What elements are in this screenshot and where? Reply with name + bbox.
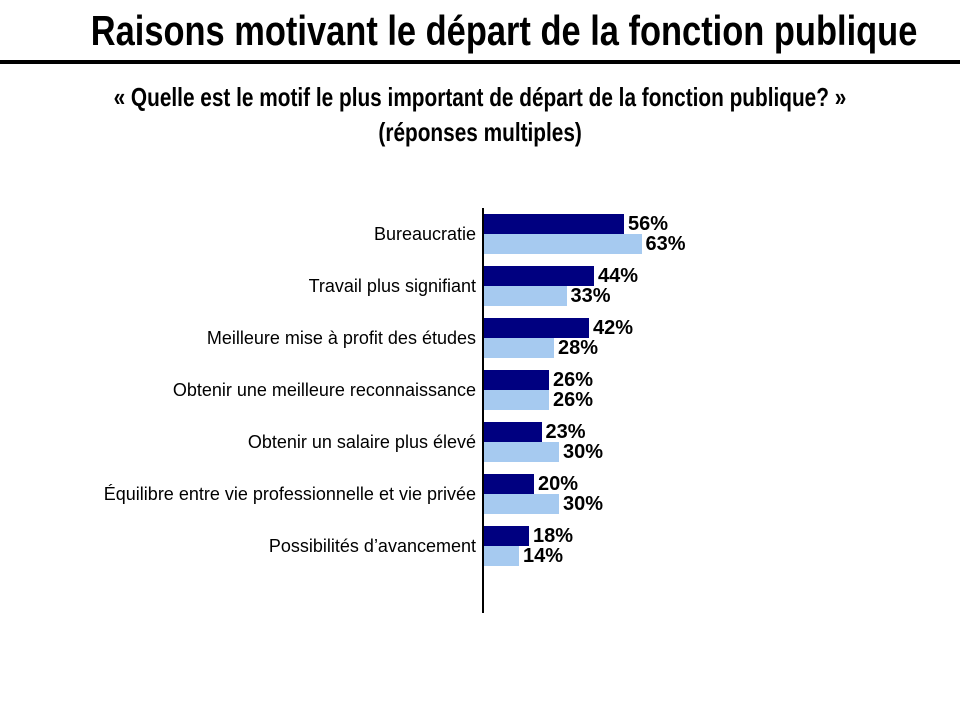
series-1-bar — [484, 370, 549, 390]
series-2-bar — [484, 546, 519, 566]
bar-group: 44% 33% — [484, 266, 638, 306]
series-2-bar — [484, 494, 559, 514]
bar-line: 33% — [484, 286, 638, 306]
bar-line: 26% — [484, 390, 593, 410]
value-label: 26% — [553, 369, 594, 391]
bar-line: 42% — [484, 318, 633, 338]
value-label: 42% — [593, 317, 634, 339]
category-label: Bureaucratie — [373, 223, 476, 244]
category-label: Obtenir un salaire plus élevé — [247, 431, 476, 452]
page-title-text: Raisons motivant le départ de la fonctio… — [90, 7, 918, 54]
chart-row: Travail plus signifiant 44% 33% — [0, 260, 960, 312]
bar-line: 14% — [484, 546, 573, 566]
value-label: 26% — [553, 389, 594, 411]
y-axis-line — [482, 208, 484, 613]
value-label: 23% — [545, 421, 586, 443]
category-label: Possibilités d’avancement — [268, 535, 476, 556]
value-label: 44% — [598, 265, 639, 287]
bar-line: 56% — [484, 214, 686, 234]
chart-subtitle: « Quelle est le motif le plus important … — [0, 80, 960, 150]
value-label: 56% — [628, 213, 669, 235]
category-label: Meilleure mise à profit des études — [206, 327, 476, 348]
bar-line: 63% — [484, 234, 686, 254]
value-label: 33% — [570, 285, 611, 307]
value-label: 30% — [563, 493, 604, 515]
bar-group: 23% 30% — [484, 422, 603, 462]
page-title: Raisons motivant le départ de la fonctio… — [0, 6, 960, 56]
subtitle-line-2: (réponses multiples) — [378, 117, 582, 147]
series-1-bar — [484, 318, 589, 338]
bar-line: 26% — [484, 370, 593, 390]
chart-row: Meilleure mise à profit des études 42% 28% — [0, 312, 960, 364]
bar-group: 20% 30% — [484, 474, 603, 514]
chart-row: Obtenir un salaire plus élevé 23% 30% — [0, 416, 960, 468]
series-2-bar — [484, 286, 567, 306]
bar-line: 23% — [484, 422, 603, 442]
chart-row: Équilibre entre vie professionnelle et v… — [0, 468, 960, 520]
value-label: 14% — [523, 545, 564, 567]
chart-row: Obtenir une meilleure reconnaissance 26% 2… — [0, 364, 960, 416]
series-1-bar — [484, 526, 529, 546]
series-1-bar — [484, 266, 594, 286]
series-2-bar — [484, 234, 642, 254]
series-2-bar — [484, 442, 559, 462]
bar-line: 28% — [484, 338, 633, 358]
value-label: 18% — [533, 525, 574, 547]
value-label: 63% — [645, 233, 686, 255]
bar-line: 20% — [484, 474, 603, 494]
bar-line: 44% — [484, 266, 638, 286]
value-label: 30% — [563, 441, 604, 463]
value-label: 20% — [538, 473, 579, 495]
value-label: 28% — [558, 337, 599, 359]
category-label: Obtenir une meilleure reconnaissance — [172, 379, 476, 400]
category-label: Travail plus signifiant — [308, 275, 476, 296]
bar-line: 30% — [484, 442, 603, 462]
chart-row: Possibilités d’avancement 18% 14% — [0, 520, 960, 572]
bar-chart: Bureaucratie 56% 63% Travail plus signifian… — [0, 208, 960, 628]
bar-group: 26% 26% — [484, 370, 593, 410]
bar-group: 42% 28% — [484, 318, 633, 358]
series-1-bar — [484, 474, 534, 494]
series-2-bar — [484, 338, 554, 358]
series-1-bar — [484, 422, 542, 442]
series-2-bar — [484, 390, 549, 410]
title-divider — [0, 60, 960, 64]
bar-group: 18% 14% — [484, 526, 573, 566]
chart-row: Bureaucratie 56% 63% — [0, 208, 960, 260]
bar-group: 56% 63% — [484, 214, 686, 254]
category-label: Équilibre entre vie professionnelle et v… — [103, 483, 476, 504]
bar-line: 18% — [484, 526, 573, 546]
subtitle-line-1: « Quelle est le motif le plus important … — [113, 82, 847, 112]
bar-line: 30% — [484, 494, 603, 514]
series-1-bar — [484, 214, 624, 234]
